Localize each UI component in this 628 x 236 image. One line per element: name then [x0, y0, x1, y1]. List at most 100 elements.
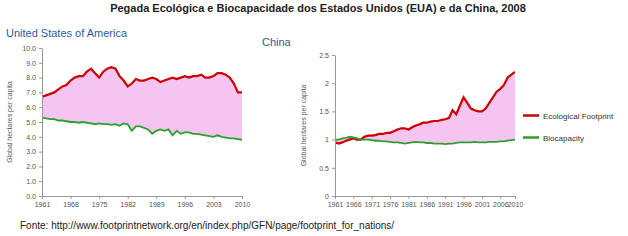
tick-label: 10.0: [22, 45, 36, 52]
tick-mark: [332, 55, 335, 56]
tick-label: 2.0: [26, 163, 36, 170]
tick-mark: [353, 196, 354, 199]
y-axis: 0 0.5 1 1.5 2 2.5: [319, 52, 335, 200]
tick-label: 0: [325, 193, 329, 200]
tick-label: 4.0: [26, 134, 36, 141]
legend-swatch: [523, 136, 539, 139]
chart: United States of AmericaGlobal hectares …: [6, 27, 250, 208]
tick-label: 1966: [346, 201, 362, 208]
tick-label: 2010: [235, 201, 251, 208]
axis-line: [42, 49, 43, 197]
tick: 1: [325, 136, 335, 143]
tick-label: 1968: [63, 201, 79, 208]
tick-label: 1961: [35, 201, 51, 208]
figure: Pegada Ecológica e Biocapacidade dos Est…: [0, 0, 628, 236]
tick: 1968: [63, 196, 79, 208]
tick: 1975: [92, 196, 108, 208]
tick-mark: [390, 196, 391, 199]
legend-swatch: [523, 114, 539, 117]
x-axis: 1961 1968 1975 1982 1989 1996 2003 2010: [35, 196, 251, 208]
tick-mark: [156, 196, 157, 199]
tick-mark: [482, 196, 483, 199]
tick-mark: [332, 111, 335, 112]
series-line: [335, 72, 515, 144]
tick: 2.0: [26, 163, 42, 170]
tick-label: 1981: [401, 201, 417, 208]
tick-label: 1986: [420, 201, 436, 208]
deficit-area: [335, 72, 515, 144]
tick-mark: [372, 196, 373, 199]
tick-label: 2010: [508, 201, 524, 208]
tick: 2003: [206, 196, 222, 208]
tick-mark: [39, 63, 42, 64]
tick: 2010: [508, 196, 524, 208]
tick: 1966: [346, 196, 362, 208]
tick: 1961: [328, 196, 344, 208]
tick: 3.0: [26, 148, 42, 155]
tick: 1986: [420, 196, 436, 208]
axis-line: [336, 196, 516, 197]
plot-area: [335, 72, 515, 144]
tick: 2006: [493, 196, 509, 208]
tick-label: 1.0: [26, 178, 36, 185]
tick: 1996: [456, 196, 472, 208]
tick-label: 8.0: [26, 74, 36, 81]
tick: 0.5: [319, 165, 335, 172]
tick-label: 2001: [475, 201, 491, 208]
tick: 1961: [35, 196, 51, 208]
chart: ChinaGlobal hectares per capita196119661…: [262, 36, 614, 208]
tick-label: 1996: [456, 201, 472, 208]
tick-mark: [128, 196, 129, 199]
tick: 1981: [401, 196, 417, 208]
tick-label: 3.0: [26, 148, 36, 155]
tick-label: 1996: [178, 201, 194, 208]
tick-label: 1991: [438, 201, 454, 208]
tick: 1989: [149, 196, 165, 208]
tick: 0.0: [26, 193, 42, 200]
tick-label: 2.5: [319, 52, 329, 59]
tick: 5.0: [26, 119, 42, 126]
chart-title: United States of America: [6, 27, 128, 39]
tick: 8.0: [26, 74, 42, 81]
tick-mark: [39, 107, 42, 108]
tick: 1991: [438, 196, 454, 208]
tick: 0: [325, 193, 335, 200]
tick-label: 1975: [92, 201, 108, 208]
tick-mark: [427, 196, 428, 199]
tick-label: 1961: [328, 201, 344, 208]
tick-label: 1.5: [319, 108, 329, 115]
tick-mark: [99, 196, 100, 199]
tick-mark: [39, 122, 42, 123]
tick-mark: [332, 140, 335, 141]
series-line: [42, 67, 242, 97]
tick: 6.0: [26, 104, 42, 111]
tick: 2010: [235, 196, 251, 208]
tick-label: 5.0: [26, 119, 36, 126]
tick-mark: [332, 83, 335, 84]
legend-label: Ecological Footprint: [543, 112, 614, 121]
series-line: [335, 137, 515, 144]
tick: 1982: [120, 196, 136, 208]
plot-area: [42, 67, 242, 140]
tick-mark: [39, 196, 42, 197]
tick-mark: [445, 196, 446, 199]
tick-mark: [39, 48, 42, 49]
tick-label: 2006: [493, 201, 509, 208]
tick: 1.5: [319, 108, 335, 115]
tick-label: 0.5: [319, 165, 329, 172]
tick-label: 1982: [120, 201, 136, 208]
tick-label: 1976: [383, 201, 399, 208]
tick-mark: [39, 181, 42, 182]
tick: 10.0: [22, 45, 42, 52]
tick-label: 9.0: [26, 60, 36, 67]
tick-mark: [332, 196, 335, 197]
tick-mark: [39, 152, 42, 153]
tick-label: 2: [325, 80, 329, 87]
legend: Ecological Footprint Biocapacity: [523, 112, 614, 143]
chart-title: China: [262, 36, 292, 48]
series-line: [42, 118, 242, 140]
legend-label: Biocapacity: [543, 134, 584, 143]
tick-mark: [213, 196, 214, 199]
tick-label: 1: [325, 136, 329, 143]
tick: 4.0: [26, 134, 42, 141]
